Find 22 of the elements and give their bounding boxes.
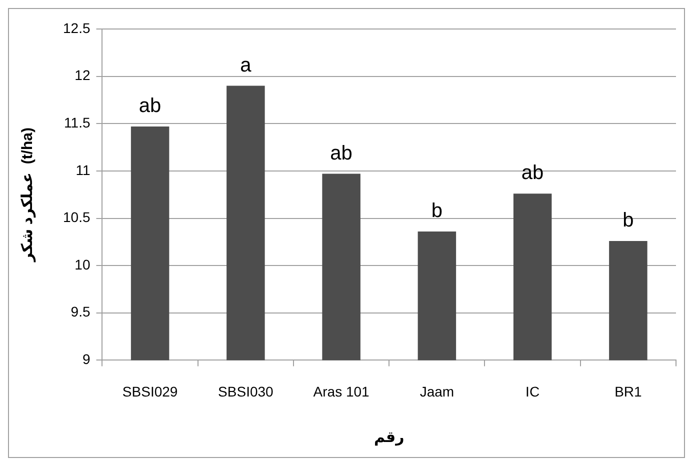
y-tick-label: 11.5 <box>64 114 90 130</box>
x-tick-label: SBSI030 <box>218 383 274 400</box>
y-tick-label: 10 <box>74 256 90 272</box>
annotation: b <box>431 200 442 222</box>
x-tick-label: BR1 <box>614 383 642 400</box>
annotation: a <box>240 54 252 76</box>
x-tick-label: Aras 101 <box>313 383 370 400</box>
annotation: b <box>622 209 634 232</box>
y-tick-label: 11 <box>76 162 90 178</box>
x-axis-title: رقم <box>374 429 404 446</box>
y-tick-label: 12.5 <box>63 20 90 36</box>
x-tick-label: SBSI029 <box>122 383 178 400</box>
x-tick-label: Jaam <box>420 383 454 400</box>
y-tick-label: 9 <box>82 351 90 368</box>
annotation: ab <box>521 162 544 184</box>
y-tick-label: 12 <box>74 67 90 84</box>
y-tick-label: 9.5 <box>70 304 90 320</box>
annotation: ab <box>138 94 162 117</box>
y-tick-label: 10.5 <box>63 209 90 226</box>
y-axis-title: عملکرد شکر (t/ha) <box>19 128 36 263</box>
annotation: ab <box>330 142 352 164</box>
x-tick-label: IC <box>526 383 540 400</box>
